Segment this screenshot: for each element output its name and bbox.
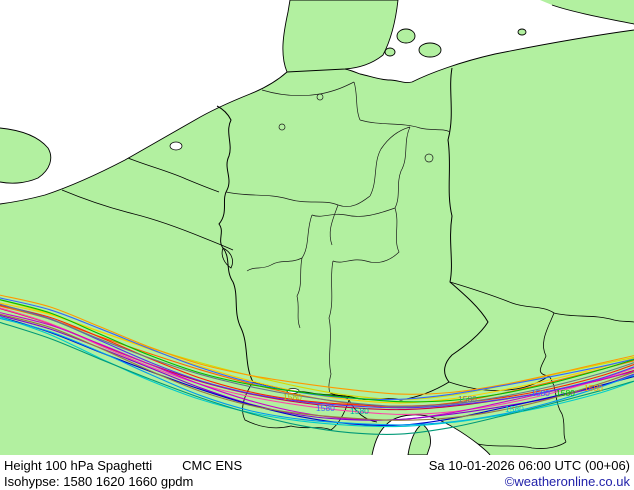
- be-fr-border: [61, 189, 234, 251]
- nl-be-border: [127, 157, 220, 193]
- sweden-coast: [551, 4, 634, 25]
- ijsselmeer-lake: [169, 141, 183, 151]
- austria-hungary-border: [548, 375, 567, 443]
- isohypse-value-label: 1580: [531, 388, 550, 398]
- czech-slovakia-border: [539, 312, 555, 377]
- spaghetti-member-line: [0, 307, 634, 415]
- spaghetti-member-line: [0, 303, 634, 408]
- coastlines: [0, 4, 634, 455]
- isohypse-value-labels: 1580 1580 1580 1580 1580 1580 1580 1580: [283, 383, 603, 416]
- sweden: [540, 0, 634, 24]
- spaghetti-member-line: [0, 317, 634, 426]
- spaghetti-member-line: [0, 303, 634, 409]
- isohypse-value-label: 1580: [458, 394, 477, 404]
- isohypse-legend: Isohypse: 1580 1620 1660 gpdm: [4, 474, 194, 489]
- hamburg-outline: [316, 93, 324, 101]
- map-canvas: 1580 1580 1580 1580 1580 1580 1580 1580: [0, 0, 634, 455]
- spaghetti-lines: [0, 294, 634, 435]
- footer-row-1: Height 100 hPa Spaghetti CMC ENS Sa 10-01…: [4, 458, 630, 473]
- map-svg: 1580 1580 1580 1580 1580 1580 1580 1580: [0, 0, 634, 455]
- spaghetti-member-line: [0, 313, 634, 421]
- isohypse-value-label: 1580: [283, 392, 302, 402]
- north-sea-coast: [0, 71, 288, 205]
- valid-time: Sa 10-01-2026 06:00 UTC (00+06): [428, 458, 630, 473]
- england-coast: [0, 127, 52, 184]
- land-pieces: [0, 0, 634, 455]
- spaghetti-member-line: [0, 316, 634, 428]
- denmark: [282, 0, 399, 73]
- poland-slovakia-border: [553, 312, 634, 323]
- spaghetti-member-line: [0, 299, 634, 403]
- danish-island: [396, 28, 416, 44]
- spaghetti-member-line: [0, 294, 634, 395]
- bornholm-island: [517, 28, 527, 36]
- danish-island: [384, 47, 396, 57]
- czech-poland-border: [449, 281, 555, 314]
- footer-row-2: Isohypse: 1580 1620 1660 gpdm ©weatheron…: [4, 474, 630, 489]
- footer: Height 100 hPa Spaghetti CMC ENS Sa 10-01…: [0, 455, 634, 490]
- product-title: Height 100 hPa Spaghetti: [4, 458, 153, 473]
- german-state-borders: [225, 81, 451, 394]
- baltic-coast: [344, 29, 634, 83]
- bremen-outline: [278, 123, 286, 131]
- isohypse-value-label: 1580: [350, 406, 369, 416]
- isohypse-value-label: 1580: [584, 383, 603, 393]
- berlin-outline: [424, 153, 434, 163]
- england: [0, 128, 51, 184]
- luxembourg-border: [221, 247, 233, 269]
- spaghetti-member-line: [0, 297, 634, 401]
- hungary-croatia-border: [477, 441, 567, 449]
- spaghetti-member-line: [0, 321, 634, 435]
- danish-island: [418, 42, 442, 58]
- isohypse-value-label: 1580: [316, 403, 335, 413]
- spaghetti-member-line: [0, 304, 634, 407]
- germany-border: [216, 67, 489, 401]
- north-sea-baltic: [0, 0, 634, 204]
- isohypse-value-label: 1580: [556, 388, 575, 398]
- copyright-link[interactable]: ©weatheronline.co.uk: [504, 474, 630, 489]
- adriatic-coast: [371, 414, 491, 455]
- isohypse-value-label: 1580: [505, 404, 524, 414]
- model-name: CMC ENS: [182, 458, 243, 473]
